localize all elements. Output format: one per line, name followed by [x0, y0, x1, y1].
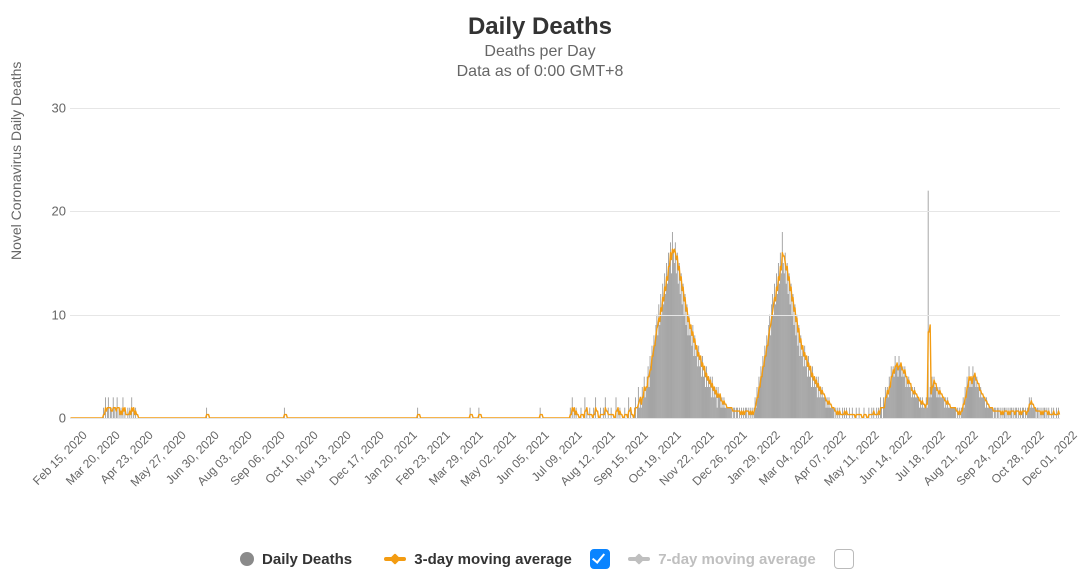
checkbox-ma7[interactable] [834, 549, 854, 569]
legend-label-ma3: 3-day moving average [414, 551, 572, 568]
ma7-swatch-icon [628, 557, 650, 561]
y-axis-label: Novel Coronavirus Daily Deaths [8, 62, 24, 260]
chart-subtitle: Deaths per Day [0, 42, 1080, 62]
legend: Daily Deaths 3-day moving average 7-day … [0, 549, 1080, 569]
legend-item-ma3[interactable]: 3-day moving average [384, 551, 572, 568]
plot-area [70, 108, 1060, 418]
plot-svg [70, 108, 1060, 418]
y-tick: 20 [40, 204, 66, 219]
bar-swatch-icon [240, 552, 254, 566]
legend-label-ma7: 7-day moving average [658, 551, 816, 568]
legend-label-daily-deaths: Daily Deaths [262, 551, 352, 568]
y-tick: 30 [40, 101, 66, 116]
legend-item-daily-deaths[interactable]: Daily Deaths [240, 551, 352, 568]
ma3-swatch-icon [384, 557, 406, 561]
ma3-line [70, 249, 1059, 418]
chart-titles: Daily Deaths Deaths per Day Data as of 0… [0, 0, 1080, 82]
bars-group [103, 191, 1059, 418]
y-tick: 10 [40, 307, 66, 322]
chart-container: Daily Deaths Deaths per Day Data as of 0… [0, 0, 1080, 587]
checkbox-ma3[interactable] [590, 549, 610, 569]
chart-note: Data as of 0:00 GMT+8 [0, 62, 1080, 82]
legend-item-ma7[interactable]: 7-day moving average [628, 551, 816, 568]
y-tick: 0 [40, 411, 66, 426]
chart-title: Daily Deaths [0, 12, 1080, 42]
